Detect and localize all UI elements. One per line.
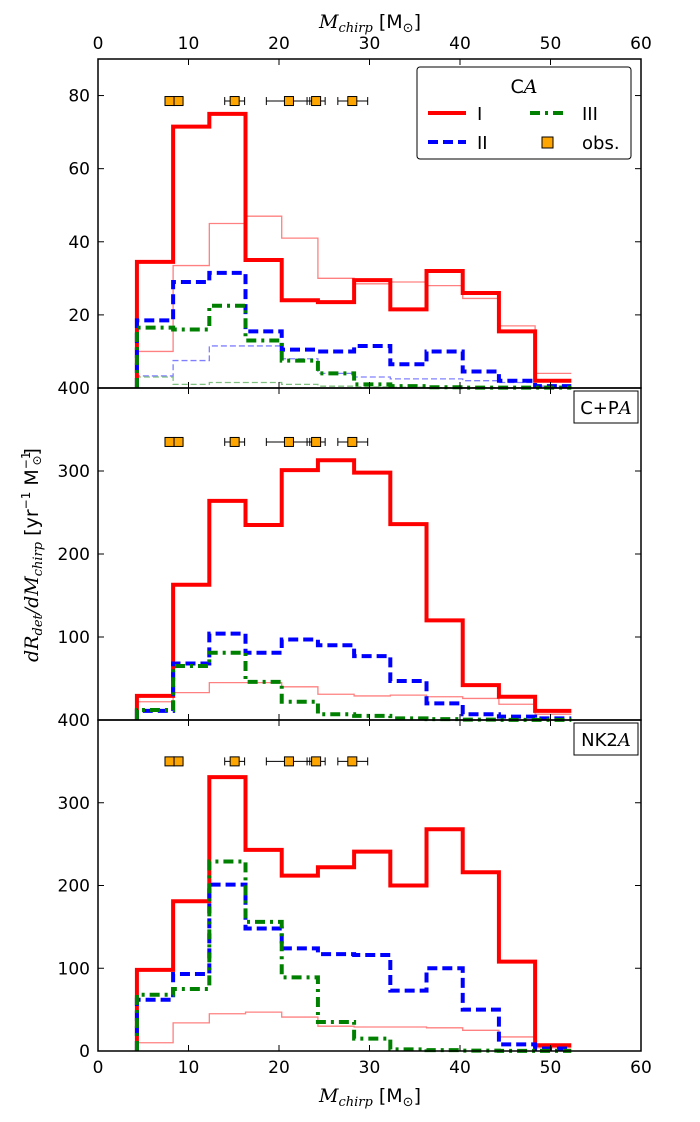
x-tick-label: 30 xyxy=(359,1058,381,1078)
y-tick-label: 60 xyxy=(68,160,90,180)
top-x-tick-label: 60 xyxy=(630,34,652,54)
plot-frame xyxy=(97,719,642,1052)
y-tick-label: 100 xyxy=(58,959,90,979)
y-tick-label: 20 xyxy=(68,306,90,326)
series-i xyxy=(134,775,572,1051)
y-tick-label: 400 xyxy=(58,711,90,731)
obs-point xyxy=(283,756,294,767)
x-tick-label: 50 xyxy=(540,1058,562,1078)
y-axis-label: dRdet/dMchirp [yr−1 M−1⊙] xyxy=(19,448,46,662)
legend-label-i: I xyxy=(477,104,482,125)
obs-point xyxy=(311,96,322,107)
x-tick-label: 40 xyxy=(449,1058,471,1078)
panel-nk2a: 0 100 200 300 400 0 10 20 30 40 50 60 NK2A xyxy=(58,711,652,1078)
obs-point xyxy=(173,756,184,767)
series-i xyxy=(134,111,572,388)
panel-cpa: 100 200 300 400 C+PA xyxy=(58,379,642,722)
series-iii xyxy=(134,650,572,722)
obs-point xyxy=(283,96,294,107)
y-tick-label: 40 xyxy=(68,233,90,253)
series-ii xyxy=(134,882,572,1051)
x-tick-label: 0 xyxy=(93,1058,104,1078)
panel-label: C+PA xyxy=(580,398,632,419)
series-ii xyxy=(134,631,572,721)
legend: CA I III II obs. xyxy=(416,66,632,160)
obs-point xyxy=(229,96,240,107)
obs-point xyxy=(347,436,358,447)
obs-point xyxy=(347,96,358,107)
top-x-tick-label: 0 xyxy=(93,34,104,54)
obs-point xyxy=(164,756,175,767)
legend-label-obs: obs. xyxy=(582,133,620,154)
x-tick-label: 20 xyxy=(268,1058,290,1078)
series-i-faint xyxy=(136,1011,572,1051)
legend-frame xyxy=(416,66,632,160)
y-tick-label: 80 xyxy=(68,87,90,107)
y-tick-label: 300 xyxy=(58,462,90,482)
obs-point xyxy=(173,96,184,107)
y-tick-label: 400 xyxy=(58,379,90,399)
obs-point xyxy=(311,436,322,447)
x-tick-label: 10 xyxy=(178,1058,200,1078)
series-ii xyxy=(134,270,572,389)
obs-point xyxy=(347,756,358,767)
series-i xyxy=(134,458,572,720)
obs-point xyxy=(173,436,184,447)
legend-swatch-obs xyxy=(541,136,554,149)
top-x-tick-label: 50 xyxy=(540,34,562,54)
panel-label-box xyxy=(573,722,639,756)
legend-label-ii: II xyxy=(477,133,488,154)
panel-label: NK2A xyxy=(581,730,631,751)
panel-label-box xyxy=(573,390,639,424)
obs-point xyxy=(164,96,175,107)
obs-point xyxy=(229,436,240,447)
y-tick-label: 300 xyxy=(58,794,90,814)
y-tick-label: 200 xyxy=(58,877,90,897)
obs-point xyxy=(164,436,175,447)
top-x-tick-label: 10 xyxy=(178,34,200,54)
legend-title: CA xyxy=(510,76,537,98)
obs-point xyxy=(311,756,322,767)
y-tick-label: 0 xyxy=(79,1042,90,1062)
top-x-axis-label: Mchirp [M⊙] xyxy=(318,11,421,36)
top-x-tick-label: 30 xyxy=(359,34,381,54)
series-iii xyxy=(134,303,572,390)
x-tick-label: 60 xyxy=(630,1058,652,1078)
series-i-faint xyxy=(136,682,572,720)
legend-label-iii: III xyxy=(582,104,598,125)
y-tick-label: 100 xyxy=(58,628,90,648)
obs-point xyxy=(283,436,294,447)
x-axis-label: Mchirp [M⊙] xyxy=(318,1085,421,1110)
top-x-tick-label: 20 xyxy=(268,34,290,54)
top-x-tick-label: 40 xyxy=(449,34,471,54)
y-tick-label: 200 xyxy=(58,545,90,565)
obs-point xyxy=(229,756,240,767)
